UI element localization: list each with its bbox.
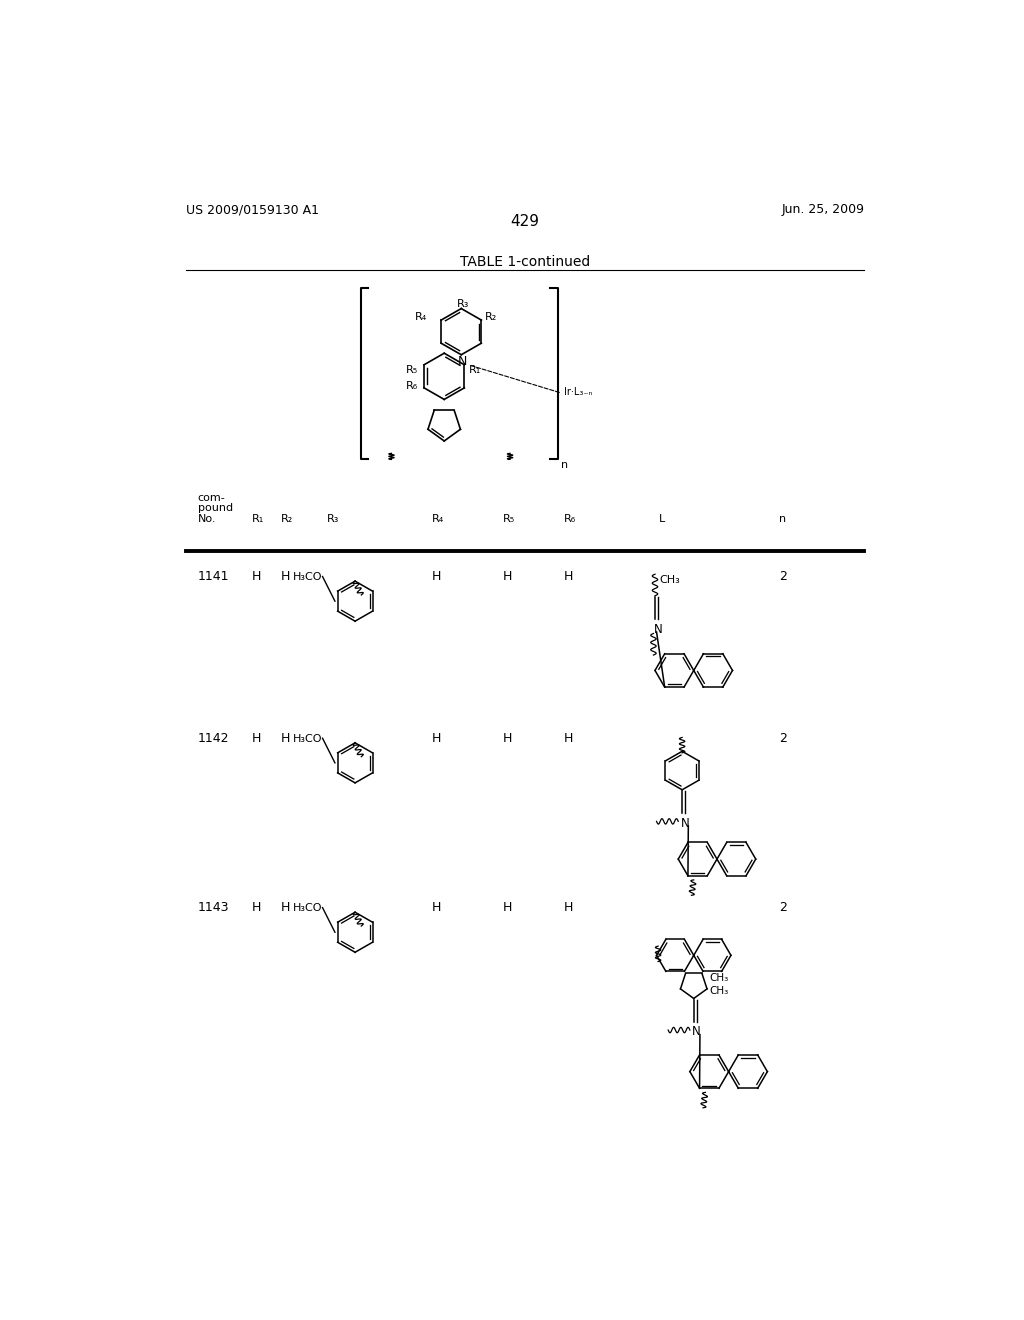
Text: R₁: R₁ xyxy=(252,515,264,524)
Text: com-: com- xyxy=(198,492,225,503)
Text: H: H xyxy=(252,902,261,915)
Text: 429: 429 xyxy=(510,214,540,228)
Text: R₄: R₄ xyxy=(432,515,444,524)
Text: 1143: 1143 xyxy=(198,902,229,915)
Text: R₃: R₃ xyxy=(327,515,339,524)
Text: H: H xyxy=(252,733,261,744)
Text: R₂: R₂ xyxy=(281,515,293,524)
Text: R₅: R₅ xyxy=(406,366,418,375)
Text: 2: 2 xyxy=(779,733,786,744)
Text: H₃CO: H₃CO xyxy=(293,572,323,582)
Text: N: N xyxy=(653,623,663,636)
Text: H₃CO: H₃CO xyxy=(293,734,323,743)
Text: CH₃: CH₃ xyxy=(710,986,728,995)
Text: TABLE 1-continued: TABLE 1-continued xyxy=(460,256,590,269)
Text: CH₃: CH₃ xyxy=(658,576,680,585)
Text: R₆: R₆ xyxy=(563,515,575,524)
Text: Ir·L₃₋ₙ: Ir·L₃₋ₙ xyxy=(563,387,592,397)
Text: H: H xyxy=(563,733,572,744)
Text: R₂: R₂ xyxy=(484,312,497,322)
Text: H: H xyxy=(563,570,572,583)
Text: H: H xyxy=(432,733,441,744)
Text: R₃: R₃ xyxy=(457,300,469,309)
Text: 1141: 1141 xyxy=(198,570,229,583)
Text: H: H xyxy=(281,570,290,583)
Text: n: n xyxy=(779,515,786,524)
Text: L: L xyxy=(658,515,666,524)
Text: H: H xyxy=(432,902,441,915)
Text: R₁: R₁ xyxy=(469,366,481,375)
Text: H: H xyxy=(432,570,441,583)
Text: US 2009/0159130 A1: US 2009/0159130 A1 xyxy=(186,203,319,216)
Text: H: H xyxy=(503,902,512,915)
Text: CH₃: CH₃ xyxy=(710,973,728,983)
Text: H: H xyxy=(503,570,512,583)
Text: No.: No. xyxy=(198,515,216,524)
Text: 2: 2 xyxy=(779,902,786,915)
Text: N: N xyxy=(458,355,468,368)
Text: H: H xyxy=(503,733,512,744)
Text: 2: 2 xyxy=(779,570,786,583)
Text: R₆: R₆ xyxy=(406,380,418,391)
Text: H: H xyxy=(281,733,290,744)
Text: Jun. 25, 2009: Jun. 25, 2009 xyxy=(781,203,864,216)
Text: R₄: R₄ xyxy=(415,312,427,322)
Text: 1142: 1142 xyxy=(198,733,229,744)
Text: n: n xyxy=(561,461,568,470)
Text: N: N xyxy=(692,1026,701,1039)
Text: H: H xyxy=(563,902,572,915)
Text: N: N xyxy=(681,817,689,830)
Text: pound: pound xyxy=(198,503,232,512)
Text: H₃CO: H₃CO xyxy=(293,903,323,913)
Text: H: H xyxy=(252,570,261,583)
Text: R₅: R₅ xyxy=(503,515,515,524)
Text: H: H xyxy=(281,902,290,915)
